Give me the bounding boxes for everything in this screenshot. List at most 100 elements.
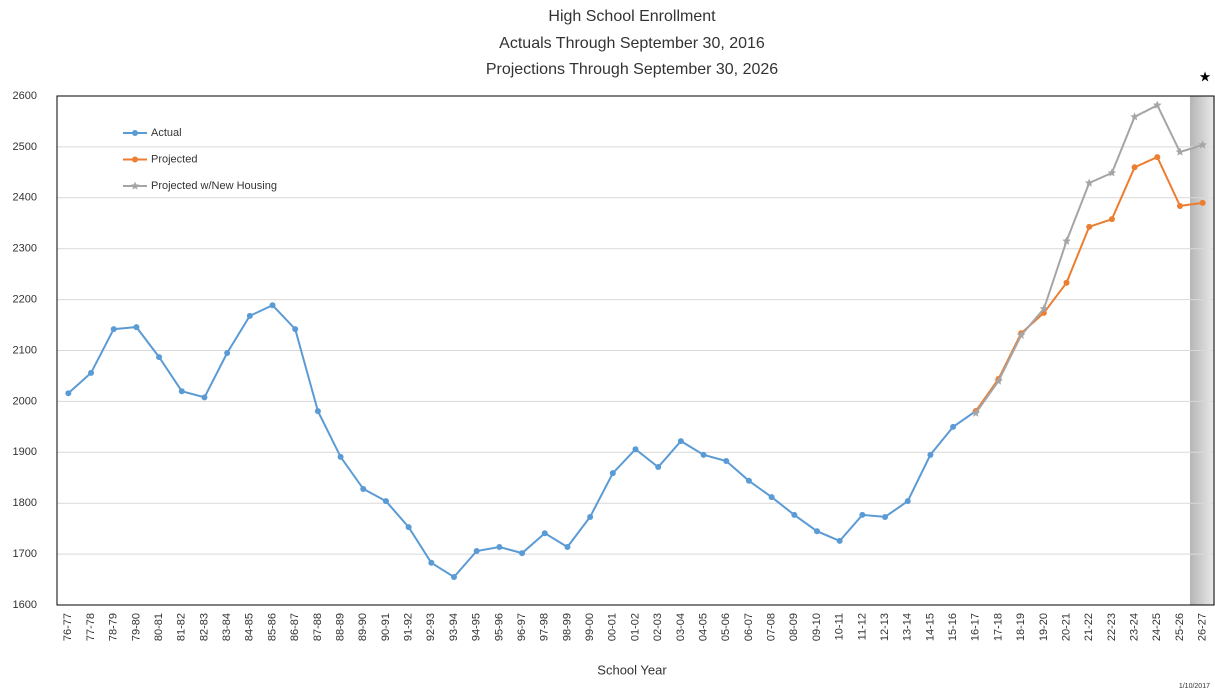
data-point	[836, 537, 843, 544]
data-point	[632, 446, 639, 453]
series-line	[67, 303, 977, 579]
data-point	[269, 302, 276, 309]
legend-marker	[130, 181, 140, 190]
data-point	[745, 477, 752, 484]
x-tick-label: 00-01	[607, 613, 619, 641]
data-point	[1176, 202, 1183, 209]
data-point	[677, 438, 684, 445]
data-point	[587, 513, 594, 520]
x-tick-label: 12-13	[879, 613, 891, 641]
data-point	[700, 451, 707, 458]
data-point	[337, 453, 344, 460]
plot-frame	[56, 95, 1215, 606]
x-tick-label: 86-87	[289, 613, 301, 641]
x-tick-label: 21-22	[1083, 613, 1095, 641]
legend-label: Projected	[151, 153, 197, 165]
x-tick-label: 18-19	[1015, 613, 1027, 641]
x-tick-label: 83-84	[221, 613, 233, 641]
data-point	[768, 494, 775, 501]
series-line	[974, 155, 1203, 412]
y-tick-label: 1900	[13, 446, 37, 458]
x-tick-label: 77-78	[85, 613, 97, 641]
data-point	[882, 513, 889, 520]
data-point	[382, 498, 389, 505]
x-tick-label: 24-25	[1151, 613, 1163, 641]
data-point	[994, 376, 1003, 385]
y-tick-label: 2000	[13, 395, 37, 407]
legend-marker	[132, 130, 138, 136]
data-point	[110, 326, 117, 333]
data-point	[1199, 199, 1206, 206]
data-point	[1130, 112, 1139, 121]
x-tick-label: 93-94	[448, 613, 460, 641]
data-point	[927, 451, 934, 458]
data-point	[246, 312, 253, 319]
data-point	[88, 369, 95, 376]
x-tick-label: 19-20	[1038, 613, 1050, 641]
x-tick-label: 98-99	[561, 613, 573, 641]
y-tick-label: 1600	[13, 599, 37, 611]
data-point	[133, 324, 140, 331]
x-tick-label: 07-08	[766, 613, 778, 641]
data-point	[405, 524, 412, 531]
x-tick-label: 20-21	[1060, 613, 1072, 641]
x-tick-label: 09-10	[811, 613, 823, 641]
data-point	[1108, 216, 1115, 223]
data-point	[950, 423, 957, 430]
x-tick-label: 03-04	[675, 613, 687, 641]
x-tick-label: 87-88	[312, 613, 324, 641]
data-point	[224, 350, 231, 357]
footnote: 1/10/2017	[1179, 683, 1210, 690]
x-tick-label: 11-12	[856, 613, 868, 640]
x-tick-label: 80-81	[153, 613, 165, 641]
x-tick-label: 84-85	[244, 613, 256, 641]
x-tick-label: 96-97	[516, 613, 528, 641]
x-tick-label: 82-83	[198, 613, 210, 641]
data-point	[1153, 100, 1162, 109]
data-point	[1154, 154, 1161, 161]
chart-title: High School Enrollment	[548, 8, 716, 25]
data-point	[428, 559, 435, 566]
data-point	[1084, 178, 1094, 187]
data-point	[156, 354, 163, 361]
x-axis-label: School Year	[597, 662, 667, 677]
x-tick-label: 85-86	[266, 613, 278, 641]
data-point	[519, 550, 526, 557]
x-tick-label: 97-98	[539, 613, 551, 641]
data-point	[178, 388, 185, 395]
x-tick-label: 79-80	[130, 613, 142, 641]
x-tick-label: 89-90	[357, 613, 369, 641]
x-tick-label: 92-93	[425, 613, 437, 641]
data-point	[723, 457, 730, 464]
x-tick-label: 23-24	[1129, 613, 1141, 641]
x-tick-label: 90-91	[380, 613, 392, 641]
x-tick-label: 94-95	[471, 613, 483, 641]
data-point	[655, 464, 662, 471]
x-tick-label: 76-77	[62, 613, 74, 641]
data-point	[1198, 140, 1207, 149]
data-point	[201, 394, 208, 401]
data-point	[1086, 223, 1093, 230]
data-point	[292, 326, 299, 333]
data-point	[1062, 236, 1071, 245]
x-tick-label: 25-26	[1174, 613, 1186, 641]
x-tick-label: 14-15	[924, 613, 936, 641]
data-point	[791, 511, 798, 518]
x-tick-label: 05-06	[720, 613, 732, 641]
data-point	[859, 511, 866, 518]
data-point	[314, 408, 321, 415]
data-point	[564, 543, 571, 550]
y-tick-label: 1700	[13, 548, 37, 560]
x-tick-label: 15-16	[947, 613, 959, 641]
x-tick-label: 02-03	[652, 613, 664, 641]
x-tick-label: 22-23	[1106, 613, 1118, 641]
data-point	[451, 574, 458, 581]
x-tick-label: 99-00	[584, 613, 596, 641]
data-point	[971, 408, 981, 417]
legend-label: Actual	[151, 127, 182, 139]
x-tick-label: 81-82	[176, 613, 188, 641]
data-point	[65, 390, 72, 397]
data-point	[1131, 164, 1138, 171]
x-tick-label: 16-17	[970, 613, 982, 641]
